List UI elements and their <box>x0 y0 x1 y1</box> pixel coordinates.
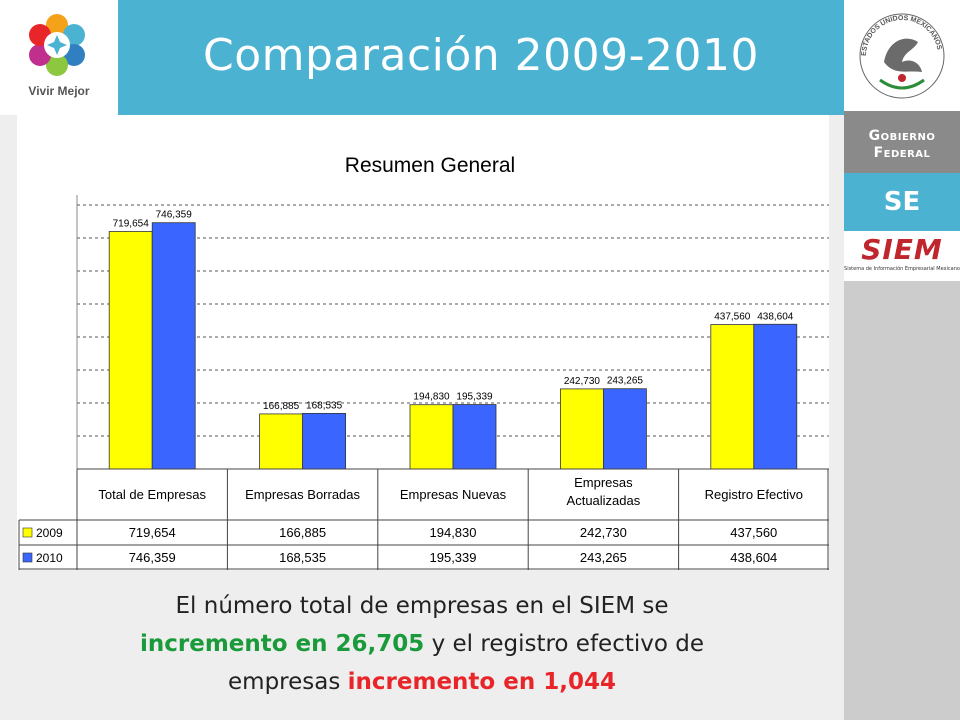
summary-line1: El número total de empresas en el SIEM s… <box>175 593 669 619</box>
table-value-2010-3: 243,265 <box>580 550 627 565</box>
flower-logo-icon <box>29 14 85 76</box>
siem-subtitle: Sistema de Información Empresarial Mexic… <box>844 266 960 272</box>
bar-chart: Resumen General 719,654 746,359 166,885 168,… <box>18 154 829 570</box>
table-value-2009-1: 166,885 <box>279 525 326 540</box>
bar-2009-0 <box>108 231 153 470</box>
bar-2010-1 <box>302 412 347 470</box>
table-value-2009-3: 242,730 <box>580 525 627 540</box>
bar-label-2010-3: 243,265 <box>607 376 644 387</box>
vivir-mejor-logo: Vivir Mejor <box>0 0 118 115</box>
gobierno-federal-badge: Gobierno Federal <box>844 115 960 173</box>
bar-2009-4 <box>710 324 755 470</box>
table-value-2009-0: 719,654 <box>129 525 176 540</box>
chart-frame: Resumen General 719,654 746,359 166,885 168,… <box>17 115 829 570</box>
bar-2009-2 <box>409 404 454 470</box>
table-value-2010-2: 195,339 <box>430 550 477 565</box>
logo-text: Vivir Mejor <box>28 84 90 98</box>
category-label-3: Empresas <box>574 475 633 490</box>
category-label-3-line2: Actualizadas <box>567 493 641 508</box>
federal-label: Federal <box>873 145 931 161</box>
table-value-2010-1: 168,535 <box>279 550 326 565</box>
category-label-4: Registro Efectivo <box>705 487 803 502</box>
category-label-0: Total de Empresas <box>98 487 206 502</box>
bar-2010-0 <box>151 222 196 470</box>
bar-label-2009-2: 194,830 <box>413 392 450 403</box>
bar-label-2010-4: 438,604 <box>757 311 794 322</box>
main-content: Resumen General 719,654 746,359 166,885 168,… <box>0 115 844 720</box>
table-value-2010-4: 438,604 <box>730 550 777 565</box>
bar-label-2009-4: 437,560 <box>714 312 751 323</box>
bar-label-2010-0: 746,359 <box>156 210 193 221</box>
summary-line2: y el registro efectivo de <box>424 631 705 657</box>
bar-2010-2 <box>452 404 497 470</box>
siem-logo-box: SIEM Sistema de Información Empresarial … <box>844 231 960 281</box>
bar-2010-4 <box>753 323 798 470</box>
table-value-2009-2: 194,830 <box>430 525 477 540</box>
page-title: Comparación 2009-2010 <box>203 30 759 81</box>
bar-label-2010-1: 168,535 <box>306 400 343 411</box>
legend-swatch-2009 <box>22 527 33 538</box>
bar-2009-1 <box>259 413 304 470</box>
title-bar: Comparación 2009-2010 <box>118 0 844 115</box>
siem-logo: SIEM <box>861 233 943 266</box>
mexico-seal: ESTADOS UNIDOS MEXICANOS <box>844 0 960 115</box>
legend-label-2009: 2009 <box>36 526 63 540</box>
bar-label-2010-2: 195,339 <box>456 392 493 403</box>
right-sidebar: ESTADOS UNIDOS MEXICANOS Gobierno Federa… <box>844 0 960 720</box>
bar-2010-3 <box>603 388 647 470</box>
bar-label-2009-1: 166,885 <box>263 401 300 412</box>
legend-swatch-2010 <box>22 552 33 563</box>
highlight-total-increase: incremento en 26,705 <box>139 631 425 657</box>
bar-2009-3 <box>560 388 604 470</box>
gobierno-label: Gobierno <box>868 128 936 144</box>
bar-label-2009-3: 242,730 <box>564 376 601 387</box>
table-value-2009-4: 437,560 <box>730 525 777 540</box>
se-badge: SE <box>844 173 960 231</box>
highlight-registro-increase: incremento en 1,044 <box>347 669 616 695</box>
summary-text: El número total de empresas en el SIEM s… <box>100 587 744 701</box>
bar-label-2009-0: 719,654 <box>113 219 150 230</box>
legend-label-2010: 2010 <box>36 551 63 565</box>
category-label-2: Empresas Nuevas <box>400 487 507 502</box>
table-value-2010-0: 746,359 <box>129 550 176 565</box>
summary-line3: empresas <box>228 669 348 695</box>
chart-title: Resumen General <box>345 154 515 177</box>
eagle-seal-icon: ESTADOS UNIDOS MEXICANOS <box>859 13 945 99</box>
category-label-1: Empresas Borradas <box>245 487 360 502</box>
